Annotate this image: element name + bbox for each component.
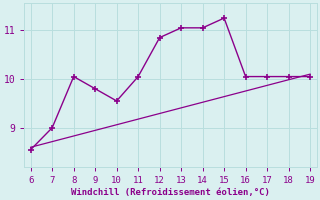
- X-axis label: Windchill (Refroidissement éolien,°C): Windchill (Refroidissement éolien,°C): [71, 188, 270, 197]
